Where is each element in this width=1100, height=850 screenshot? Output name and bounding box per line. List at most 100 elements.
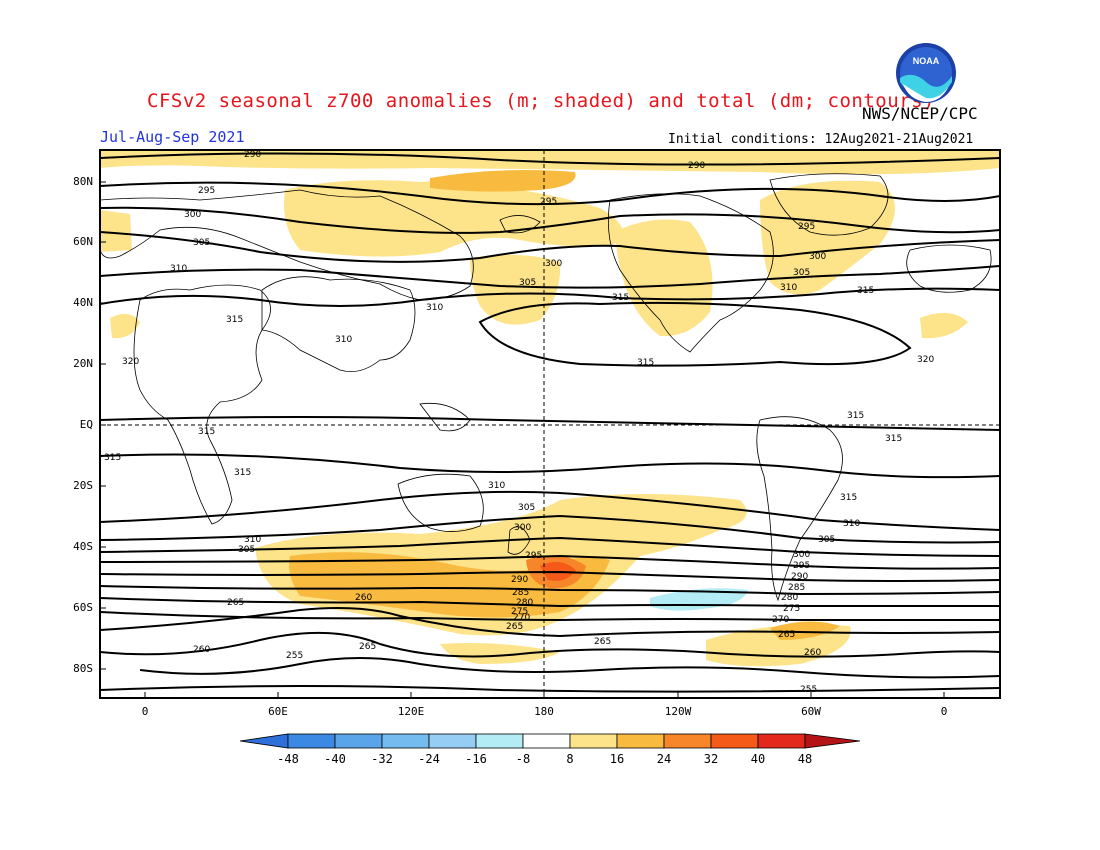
contour-label: 300: [793, 550, 810, 560]
lon-label: 60W: [801, 705, 821, 718]
contour-label: 300: [809, 252, 826, 262]
contour-label: 285: [512, 588, 529, 598]
contour-label: 305: [818, 535, 835, 545]
colorbar-high-arrow: [804, 733, 861, 749]
lat-label: 20N: [73, 357, 93, 370]
contour-label: 310: [488, 481, 505, 491]
contour-label: 315: [840, 493, 857, 503]
colorbar-bin: [569, 733, 618, 749]
contour-label: 305: [519, 278, 536, 288]
colorbar-bin: [287, 733, 336, 749]
contour-label: 270: [772, 615, 789, 625]
contour-label: 255: [800, 685, 817, 695]
noaa-logo-icon: NOAA: [896, 43, 956, 103]
contour-label: 305: [518, 503, 535, 513]
contour-label: 295: [798, 222, 815, 232]
contour-label: 320: [917, 355, 934, 365]
contour-label: 260: [355, 593, 372, 603]
contour-label: 295: [793, 561, 810, 571]
lon-label: 0: [141, 705, 149, 718]
colorbar-tick: -8: [515, 752, 531, 766]
lat-label: 40S: [73, 540, 93, 553]
colorbar-tick: 48: [797, 752, 813, 766]
lon-label: 180: [534, 705, 554, 718]
colorbar-bin: [475, 733, 524, 749]
contour-label: 280: [516, 598, 533, 608]
contour-label: 265: [594, 637, 611, 647]
contour-label: 290: [244, 150, 261, 160]
colorbar-tick: -32: [371, 752, 393, 766]
colorbar-bin: [616, 733, 665, 749]
lat-label: 60N: [73, 235, 93, 248]
map-frame: [99, 149, 1001, 699]
contour-label: 315: [198, 427, 215, 437]
contour-labels: 290 290 295 295 295 300 300 300 305 305 …: [104, 150, 934, 695]
lat-label: 60S: [73, 601, 93, 614]
agency-label: NWS/NCEP/CPC: [862, 104, 978, 123]
colorbar-tick: -48: [277, 752, 299, 766]
noaa-logo-text: NOAA: [913, 56, 940, 66]
contour-label: 315: [885, 434, 902, 444]
colorbar-tick: -24: [418, 752, 440, 766]
contour-label: 265: [506, 622, 523, 632]
contour-label: 300: [184, 210, 201, 220]
contour-label: 315: [234, 468, 251, 478]
contour-label: 265: [778, 630, 795, 640]
contour-label: 295: [198, 186, 215, 196]
lon-label: 0: [940, 705, 948, 718]
contour-label: 315: [226, 315, 243, 325]
contour-label: 320: [122, 357, 139, 367]
contour-label: 295: [540, 197, 557, 207]
colorbar-tick: 16: [609, 752, 625, 766]
contour-label: 260: [804, 648, 821, 658]
contour-label: 310: [335, 335, 352, 345]
contour-label: 290: [791, 572, 808, 582]
colorbar-bin: [428, 733, 477, 749]
contour-label: 295: [525, 551, 542, 561]
lat-label: 20S: [73, 479, 93, 492]
initial-conditions-label: Initial conditions: 12Aug2021-21Aug2021: [668, 132, 974, 147]
lat-label: 40N: [73, 296, 93, 309]
contour-label: 310: [843, 519, 860, 529]
contour-label: 305: [238, 545, 255, 555]
contour-label: 270: [513, 613, 530, 623]
contour-label: 280: [781, 593, 798, 603]
contour-label: 300: [545, 259, 562, 269]
contour-label: 265: [359, 642, 376, 652]
colorbar: [239, 733, 861, 749]
contour-label: 290: [688, 161, 705, 171]
colorbar-bin: [663, 733, 712, 749]
contour-label: 305: [193, 238, 210, 248]
lat-label: 80N: [73, 175, 93, 188]
lon-label: 60E: [268, 705, 288, 718]
colorbar-bin: [381, 733, 430, 749]
colorbar-tick: 24: [656, 752, 672, 766]
axis-ticks: [100, 181, 945, 698]
season-label: Jul-Aug-Sep 2021: [100, 128, 245, 146]
contour-label: 285: [788, 583, 805, 593]
contour-label: 315: [857, 286, 874, 296]
contour-label: 315: [612, 293, 629, 303]
contour-label: 305: [793, 268, 810, 278]
contour-label: 310: [426, 303, 443, 313]
contour-label: 255: [286, 651, 303, 661]
colorbar-bin: [710, 733, 759, 749]
chart-title: CFSv2 seasonal z700 anomalies (m; shaded…: [147, 90, 935, 112]
colorbar-tick: 32: [703, 752, 719, 766]
contour-label: 310: [244, 535, 261, 545]
colorbar-tick: -40: [324, 752, 346, 766]
colorbar-tick: 40: [750, 752, 766, 766]
map-gridlines: [100, 150, 1000, 698]
contour-label: 315: [637, 358, 654, 368]
lat-label: 80S: [73, 662, 93, 675]
colorbar-tick: 8: [566, 752, 574, 766]
height-contours: [100, 152, 1000, 693]
contour-label: 315: [847, 411, 864, 421]
colorbar-bin: [757, 733, 806, 749]
contour-label: 290: [511, 575, 528, 585]
colorbar-low-arrow: [239, 733, 289, 749]
contour-label: 310: [780, 283, 797, 293]
colorbar-bin: [522, 733, 571, 749]
lon-label: 120E: [397, 705, 425, 718]
